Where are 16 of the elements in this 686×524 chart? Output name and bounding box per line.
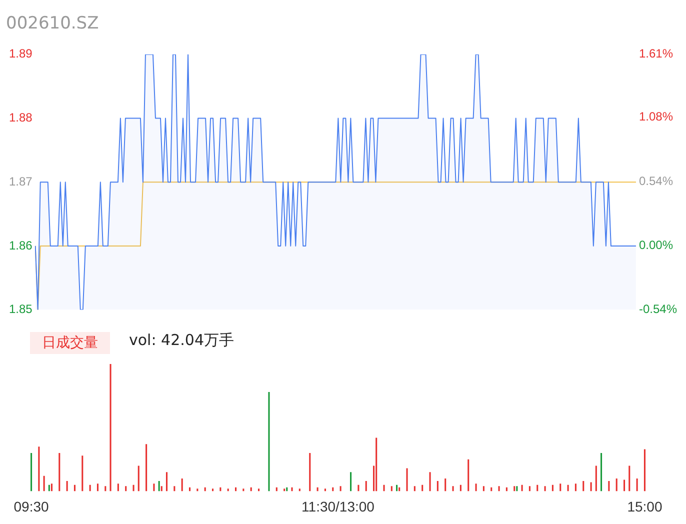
y-tick-label: 1.87 xyxy=(8,174,33,188)
x-tick-label: 15:00 xyxy=(627,498,662,514)
y2-tick-label: 1.61% xyxy=(638,46,674,61)
x-tick-label: 11:30/13:00 xyxy=(302,498,375,514)
y-tick-label: 1.89 xyxy=(8,46,33,61)
chart-title: 002610.SZ xyxy=(6,14,99,34)
y2-tick-label: -0.54% xyxy=(638,302,678,316)
y-tick-label: 1.85 xyxy=(8,302,33,316)
y2-tick-label: 1.08% xyxy=(638,110,674,124)
x-tick-label: 09:30 xyxy=(14,498,50,514)
y2-tick-label: 0.00% xyxy=(638,238,674,252)
y-tick-label: 1.86 xyxy=(8,238,33,252)
y-tick-label: 1.88 xyxy=(8,110,33,125)
chart-title: 日成交量 xyxy=(30,332,110,354)
y2-tick-label: 0.54% xyxy=(638,174,674,188)
text: vol: 42.04万手 xyxy=(129,331,234,350)
